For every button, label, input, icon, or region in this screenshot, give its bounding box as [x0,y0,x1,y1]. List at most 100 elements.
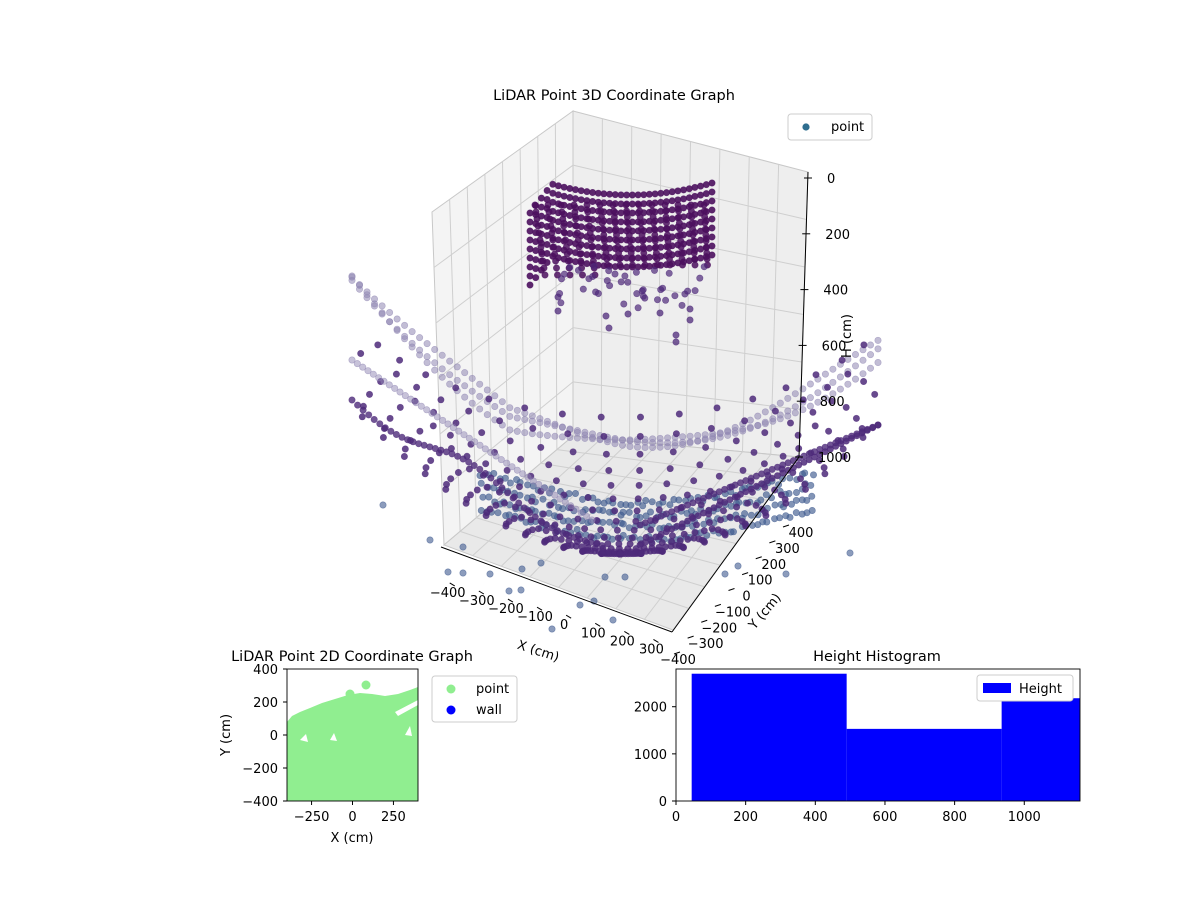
y-tick-label-3d: 200 [761,558,786,573]
point-3d [476,405,484,413]
point-2d-gap [330,733,337,741]
point-3d [460,431,468,439]
point-3d [465,407,473,415]
point-3d [648,207,656,215]
point-3d [747,511,755,519]
point-3d [762,512,770,520]
point-3d [601,243,609,251]
point-3d [620,300,628,308]
point-3d [633,443,641,451]
legend-3d-label: point [831,120,864,135]
point-3d [686,305,694,313]
point-3d [614,243,622,251]
plot-3d: LiDAR Point 3D Coordinate Graph −400−300… [348,88,882,668]
point-3d [784,407,792,415]
point-3d [576,250,584,258]
point-3d [602,450,610,458]
point-3d [622,201,630,209]
point-3d [658,547,666,555]
y-tick-label-3d: 0 [742,590,750,605]
point-3d [708,525,716,533]
point-3d [678,301,686,309]
x-tick-label-3d: 200 [610,634,635,649]
point-3d [552,257,560,265]
point-3d [468,387,476,395]
point-3d [674,187,682,195]
point-3d [528,497,536,505]
point-3d [731,429,739,437]
point-3d [587,236,595,244]
x-tick-label-2d: 250 [381,810,406,825]
point-3d [653,296,661,304]
point-3d [526,218,534,226]
point-3d [769,415,777,423]
point-3d [416,427,424,435]
y-tick-label-2d: 400 [253,663,278,678]
point-3d [640,249,648,257]
point-3d [721,531,729,539]
x-tick-3d [565,614,572,619]
histogram-frame [675,668,1081,802]
x-tick-3d [594,622,601,627]
point-3d [491,402,499,410]
point-3d [668,206,676,214]
point-3d [491,392,499,400]
legend-3d: point [787,113,873,141]
point-3d [459,455,467,463]
axes-2d: −250 0 250 400 200 0 −200 −400 [242,663,406,825]
point-3d [633,507,641,515]
point-3d [422,464,430,472]
y-tick-label-3d: −100 [715,605,751,620]
point-3d [486,570,494,578]
point-3d [567,502,575,510]
point-3d [577,187,585,195]
point-3d [624,310,632,318]
point-3d [603,261,611,269]
point-3d [792,488,800,496]
point-3d [548,625,556,633]
point-3d [771,501,779,509]
point-3d [638,231,646,239]
point-3d [785,489,793,497]
point-3d [808,492,816,500]
point-3d [571,195,579,203]
point-3d [602,249,610,257]
point-3d [547,222,555,230]
point-3d [554,293,562,301]
point-3d [572,222,580,230]
point-3d [466,491,474,499]
point-3d [749,395,757,403]
point-3d [801,485,809,493]
point-3d [583,188,591,196]
point-3d [572,215,580,223]
point-3d [589,198,597,206]
point-2d-gap [395,700,418,716]
point-3d [431,359,439,367]
point-3d [840,452,848,460]
x-tick-3d [653,639,659,643]
point-3d [560,192,568,200]
point-3d [672,430,680,438]
point-3d [662,213,670,221]
point-3d [691,287,699,295]
point-3d [536,236,544,244]
x-axis-3d: −400−300−200−100 0 100 200 300 [430,546,673,657]
point-3d [603,438,611,446]
point-3d [588,433,596,441]
point-3d [754,421,762,429]
point-3d [391,384,399,392]
point-3d [821,470,829,478]
point-3d [677,243,685,251]
grid-line [437,273,574,379]
point-3d [609,201,617,209]
point-3d [812,371,820,379]
point-cloud [348,179,882,633]
point-3d [478,429,486,437]
point-3d [566,185,574,193]
point-3d [612,225,620,233]
point-3d [866,364,874,372]
point-3d [576,601,584,609]
point-3d [479,493,487,501]
point-3d [786,419,794,427]
point-3d [686,316,694,324]
